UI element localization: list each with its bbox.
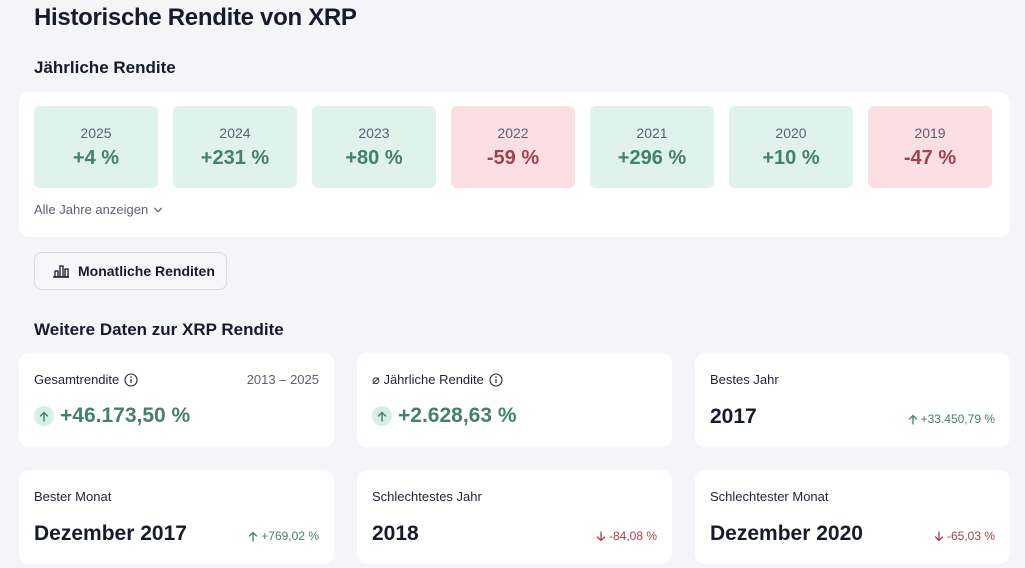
monthly-returns-label: Monatliche Renditen [78,263,215,279]
year-tile-year: 2025 [80,124,112,141]
info-icon[interactable] [489,373,503,387]
best-year-change-value: +33.450,79 % [920,412,995,426]
year-tile-return: +231 % [200,146,270,169]
worst-year-change: -84,08 % [596,529,657,543]
bar-chart-icon [53,265,69,278]
year-tile-return: +80 % [345,146,403,169]
year-tile-return: +296 % [617,146,687,169]
year-tile-2023[interactable]: 2023 +80 % [312,106,436,188]
best-month-value: Dezember 2017 [34,522,187,545]
year-tile-2020[interactable]: 2020 +10 % [729,106,853,188]
arrow-up-icon [372,406,392,426]
year-tile-year: 2021 [636,124,668,141]
best-year-card: Bestes Jahr 2017 +33.450,79 % [695,353,1010,447]
show-all-years-link[interactable]: Alle Jahre anzeigen [34,202,163,217]
arrow-up-icon [249,531,258,542]
best-year-label: Bestes Jahr [710,372,779,387]
year-tile-year: 2020 [775,124,807,141]
annual-return-label: ⌀ Jährliche Rendite [372,372,484,387]
worst-month-change: -65,03 % [934,529,995,543]
best-month-change: +769,02 % [248,529,319,543]
best-month-change-value: +769,02 % [261,529,319,543]
total-return-card: Gesamtrendite 2013 – 2025 +46.173,50 % [19,353,334,447]
best-year-change: +33.450,79 % [908,412,995,426]
year-tile-2021[interactable]: 2021 +296 % [590,106,714,188]
more-data-heading: Weitere Daten zur XRP Rendite [34,320,284,339]
worst-month-change-value: -65,03 % [946,529,995,543]
best-month-label: Bester Monat [34,489,112,504]
year-tile-2025[interactable]: 2025 +4 % [34,106,158,188]
worst-month-card: Schlechtester Monat Dezember 2020 -65,03… [695,470,1010,564]
worst-year-change-value: -84,08 % [608,529,657,543]
show-all-years-label: Alle Jahre anzeigen [34,202,149,217]
arrow-down-icon [596,530,606,541]
annual-return-card: ⌀ Jährliche Rendite +2.628,63 % [357,353,672,447]
total-return-label: Gesamtrendite [34,372,120,387]
best-month-card: Bester Monat Dezember 2017 +769,02 % [19,470,334,564]
year-tile-2022[interactable]: 2022 -59 % [451,106,575,188]
worst-year-label: Schlechtestes Jahr [372,489,482,504]
yearly-returns-card: 2025 +4 % 2024 +231 % 2023 +80 % 2022 -59 % 2021… [19,92,1010,237]
year-tile-2024[interactable]: 2024 +231 % [173,106,297,188]
year-tiles: 2025 +4 % 2024 +231 % 2023 +80 % 2022 -59 % 2021… [34,106,992,188]
year-tile-return: -59 % [486,146,540,169]
monthly-returns-button[interactable]: Monatliche Renditen [34,252,227,290]
arrow-down-icon [934,530,944,541]
annual-return-value: +2.628,63 % [398,404,517,427]
year-tile-return: -47 % [903,146,957,169]
year-tile-return: +4 % [72,146,120,169]
year-tile-year: 2019 [914,124,946,141]
worst-month-label: Schlechtester Monat [710,489,829,504]
total-return-range: 2013 – 2025 [246,372,319,387]
yearly-returns-heading: Jährliche Rendite [34,58,176,77]
chevron-down-icon [154,207,163,212]
best-year-value: 2017 [710,405,757,428]
page-title: Historische Rendite von XRP [34,4,357,31]
worst-month-value: Dezember 2020 [710,522,863,545]
arrow-up-icon [908,414,917,425]
worst-year-card: Schlechtestes Jahr 2018 -84,08 % [357,470,672,564]
year-tile-2019[interactable]: 2019 -47 % [868,106,992,188]
worst-year-value: 2018 [372,522,419,545]
year-tile-year: 2024 [219,124,251,141]
year-tile-return: +10 % [762,146,820,169]
info-icon[interactable] [124,372,138,387]
total-return-value: +46.173,50 % [60,404,191,427]
year-tile-year: 2023 [358,124,390,141]
arrow-up-icon [34,406,54,426]
year-tile-year: 2022 [497,124,529,141]
